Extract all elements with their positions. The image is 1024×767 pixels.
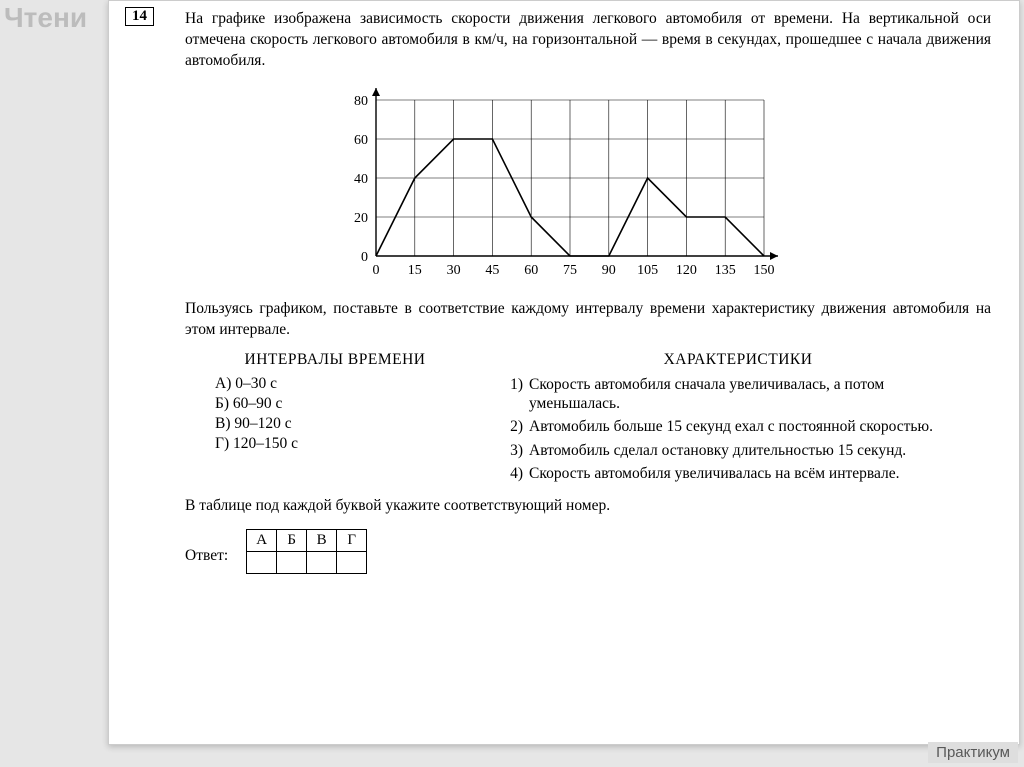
characteristic-item: 4)Скорость автомобиля увеличивалась на в… [505,464,971,483]
intervals-title: ИНТЕРВАЛЫ ВРЕМЕНИ [205,351,465,369]
characteristic-text: Автомобиль сделал остановку длительность… [529,441,971,460]
svg-text:75: 75 [563,263,577,278]
svg-text:60: 60 [354,133,368,148]
svg-text:150: 150 [754,263,775,278]
answer-table: АБВГ [246,529,367,574]
svg-text:60: 60 [524,263,538,278]
characteristic-item: 2)Автомобиль больше 15 секунд ехал с пос… [505,417,971,436]
characteristic-number: 3) [505,441,529,460]
answer-input-cell[interactable] [307,552,337,574]
characteristic-number: 4) [505,464,529,483]
intervals-list: А) 0–30 с Б) 60–90 с В) 90–120 с Г) 120–150… [205,375,465,453]
svg-text:40: 40 [354,172,368,187]
characteristics-title: ХАРАКТЕРИСТИКИ [505,351,971,369]
svg-text:45: 45 [485,263,499,278]
task-number-box: 14 [125,7,154,26]
svg-text:0: 0 [373,263,380,278]
svg-text:105: 105 [637,263,658,278]
characteristic-text: Скорость автомобиля увеличивалась на всё… [529,464,971,483]
svg-text:15: 15 [408,263,422,278]
characteristics-list: 1)Скорость автомобиля сначала увеличивал… [505,375,971,484]
chart-container: 0 15 30 45 60 75 90 105 120 135 150 0 20 40 60 80 [125,86,991,291]
characteristic-item: 3)Автомобиль сделал остановку длительнос… [505,441,971,460]
answer-row: Ответ: АБВГ [185,529,991,574]
characteristic-text: Скорость автомобиля сначала увеличивалас… [529,375,971,414]
intervals-column: ИНТЕРВАЛЫ ВРЕМЕНИ А) 0–30 с Б) 60–90 с В) … [205,351,465,488]
interval-item: Б) 60–90 с [215,395,465,413]
svg-text:120: 120 [676,263,697,278]
svg-text:20: 20 [354,211,368,226]
answer-input-cell[interactable] [247,552,277,574]
svg-text:80: 80 [354,94,368,109]
svg-text:30: 30 [447,263,461,278]
answer-header-cell: Г [337,530,367,552]
characteristic-number: 2) [505,417,529,436]
interval-item: В) 90–120 с [215,415,465,433]
answer-label: Ответ: [185,529,228,565]
answer-input-cell[interactable] [337,552,367,574]
characteristic-item: 1)Скорость автомобиля сначала увеличивал… [505,375,971,414]
interval-item: Г) 120–150 с [215,435,465,453]
line-chart: 0 15 30 45 60 75 90 105 120 135 150 0 20 40 60 80 [328,86,788,286]
svg-text:0: 0 [361,250,368,265]
watermark-text: Чтени [4,2,87,34]
prompt-text: На графике изображена зависимость скорос… [185,9,991,72]
interval-item: А) 0–30 с [215,375,465,393]
answer-header-cell: А [247,530,277,552]
practicum-button[interactable]: Практикум [928,742,1018,763]
svg-text:135: 135 [715,263,736,278]
characteristics-column: ХАРАКТЕРИСТИКИ 1)Скорость автомобиля сна… [505,351,991,488]
svg-text:90: 90 [602,263,616,278]
answer-input-cell[interactable] [277,552,307,574]
document-page: 14 На графике изображена зависимость ско… [108,0,1020,745]
bottom-instruction: В таблице под каждой буквой укажите соот… [185,497,991,515]
characteristic-text: Автомобиль больше 15 секунд ехал с посто… [529,417,971,436]
answer-header-cell: В [307,530,337,552]
answer-header-cell: Б [277,530,307,552]
sub-prompt: Пользуясь графиком, поставьте в соответс… [185,299,991,341]
characteristic-number: 1) [505,375,529,414]
two-column-block: ИНТЕРВАЛЫ ВРЕМЕНИ А) 0–30 с Б) 60–90 с В) … [205,351,991,488]
